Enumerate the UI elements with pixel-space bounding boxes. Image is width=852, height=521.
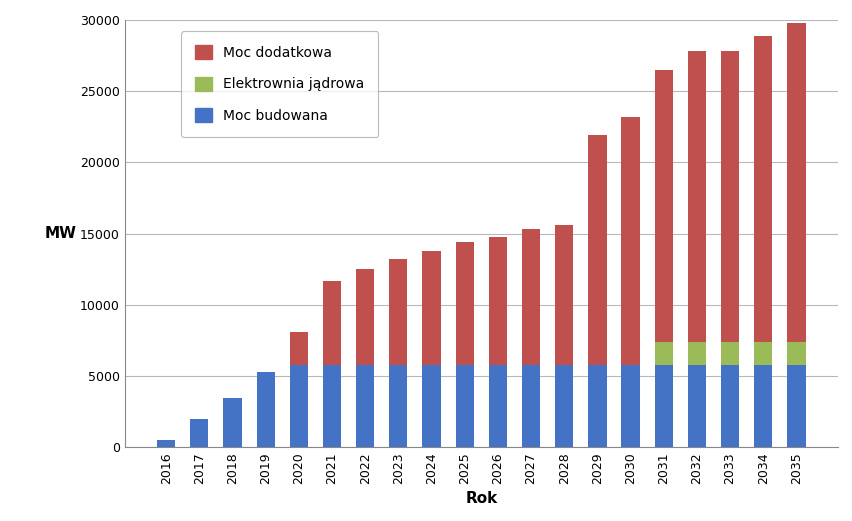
Text: MW: MW <box>44 226 77 241</box>
Bar <box>621 117 639 365</box>
Bar <box>720 365 739 448</box>
Bar <box>290 365 308 448</box>
Bar <box>687 365 705 448</box>
Bar <box>753 342 772 365</box>
Bar <box>588 135 606 365</box>
Bar <box>223 398 241 448</box>
Bar <box>389 259 407 365</box>
Bar <box>687 342 705 365</box>
Bar <box>621 365 639 448</box>
Bar <box>555 365 573 448</box>
Bar <box>157 440 175 448</box>
Legend: Moc dodatkowa, Elektrownia jądrowa, Moc budowana: Moc dodatkowa, Elektrownia jądrowa, Moc … <box>181 31 377 137</box>
Bar <box>389 365 407 448</box>
Bar <box>653 70 672 342</box>
Bar <box>190 419 208 448</box>
Bar <box>687 52 705 342</box>
Bar <box>355 269 374 365</box>
Bar <box>488 365 506 448</box>
Bar <box>256 372 274 448</box>
Bar <box>355 365 374 448</box>
Bar <box>720 342 739 365</box>
Bar <box>455 365 474 448</box>
Bar <box>555 225 573 365</box>
Bar <box>588 365 606 448</box>
Bar <box>753 365 772 448</box>
Bar <box>786 342 804 365</box>
Bar <box>720 52 739 342</box>
Bar <box>323 365 341 448</box>
Bar <box>455 242 474 365</box>
Bar <box>521 229 539 365</box>
Bar <box>786 23 804 342</box>
Bar <box>653 365 672 448</box>
Bar <box>422 365 440 448</box>
Bar <box>521 365 539 448</box>
Bar <box>323 281 341 365</box>
Bar <box>422 251 440 365</box>
Bar <box>488 237 506 365</box>
Bar <box>753 35 772 342</box>
Bar <box>786 365 804 448</box>
Bar <box>290 332 308 365</box>
Bar <box>653 342 672 365</box>
X-axis label: Rok: Rok <box>464 491 497 506</box>
